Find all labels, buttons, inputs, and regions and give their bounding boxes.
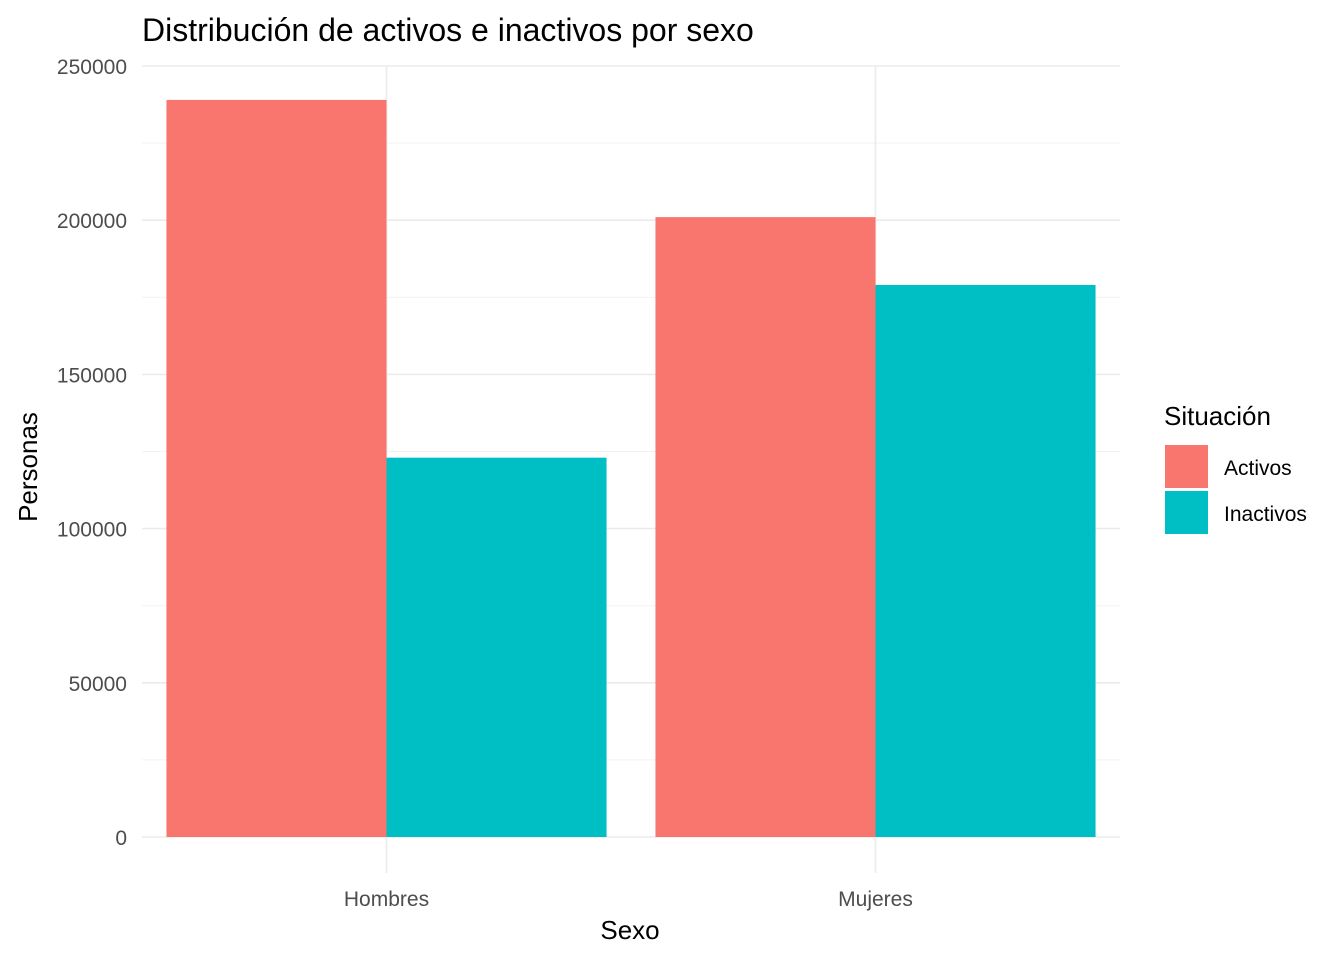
x-axis-title: Sexo	[600, 915, 659, 945]
legend-swatch-inactivos	[1165, 491, 1208, 534]
bar-inactivos-hombres	[386, 457, 607, 837]
legend: Situación Activos Inactivos	[1164, 401, 1307, 534]
y-tick-label: 150000	[57, 364, 127, 387]
legend-label-inactivos: Inactivos	[1224, 503, 1307, 526]
chart-title: Distribución de activos e inactivos por …	[142, 12, 754, 48]
legend-title: Situación	[1164, 401, 1271, 431]
x-tick-label: Hombres	[344, 888, 429, 911]
legend-swatch-activos	[1165, 445, 1208, 488]
bar-activos-mujeres	[655, 217, 876, 838]
bar-activos-hombres	[166, 99, 387, 837]
y-axis-title: Personas	[13, 412, 43, 522]
x-axis-ticks: Hombres Mujeres	[344, 888, 913, 911]
bars	[166, 99, 1096, 838]
y-tick-label: 0	[115, 827, 127, 850]
y-tick-label: 50000	[69, 673, 127, 696]
x-tick-label: Mujeres	[838, 888, 913, 911]
y-tick-label: 250000	[57, 56, 127, 79]
y-tick-label: 200000	[57, 210, 127, 233]
bar-inactivos-mujeres	[875, 284, 1096, 837]
y-tick-label: 100000	[57, 519, 127, 542]
y-axis-ticks: 0 50000 100000 150000 200000 250000	[57, 56, 127, 850]
legend-label-activos: Activos	[1224, 457, 1292, 480]
